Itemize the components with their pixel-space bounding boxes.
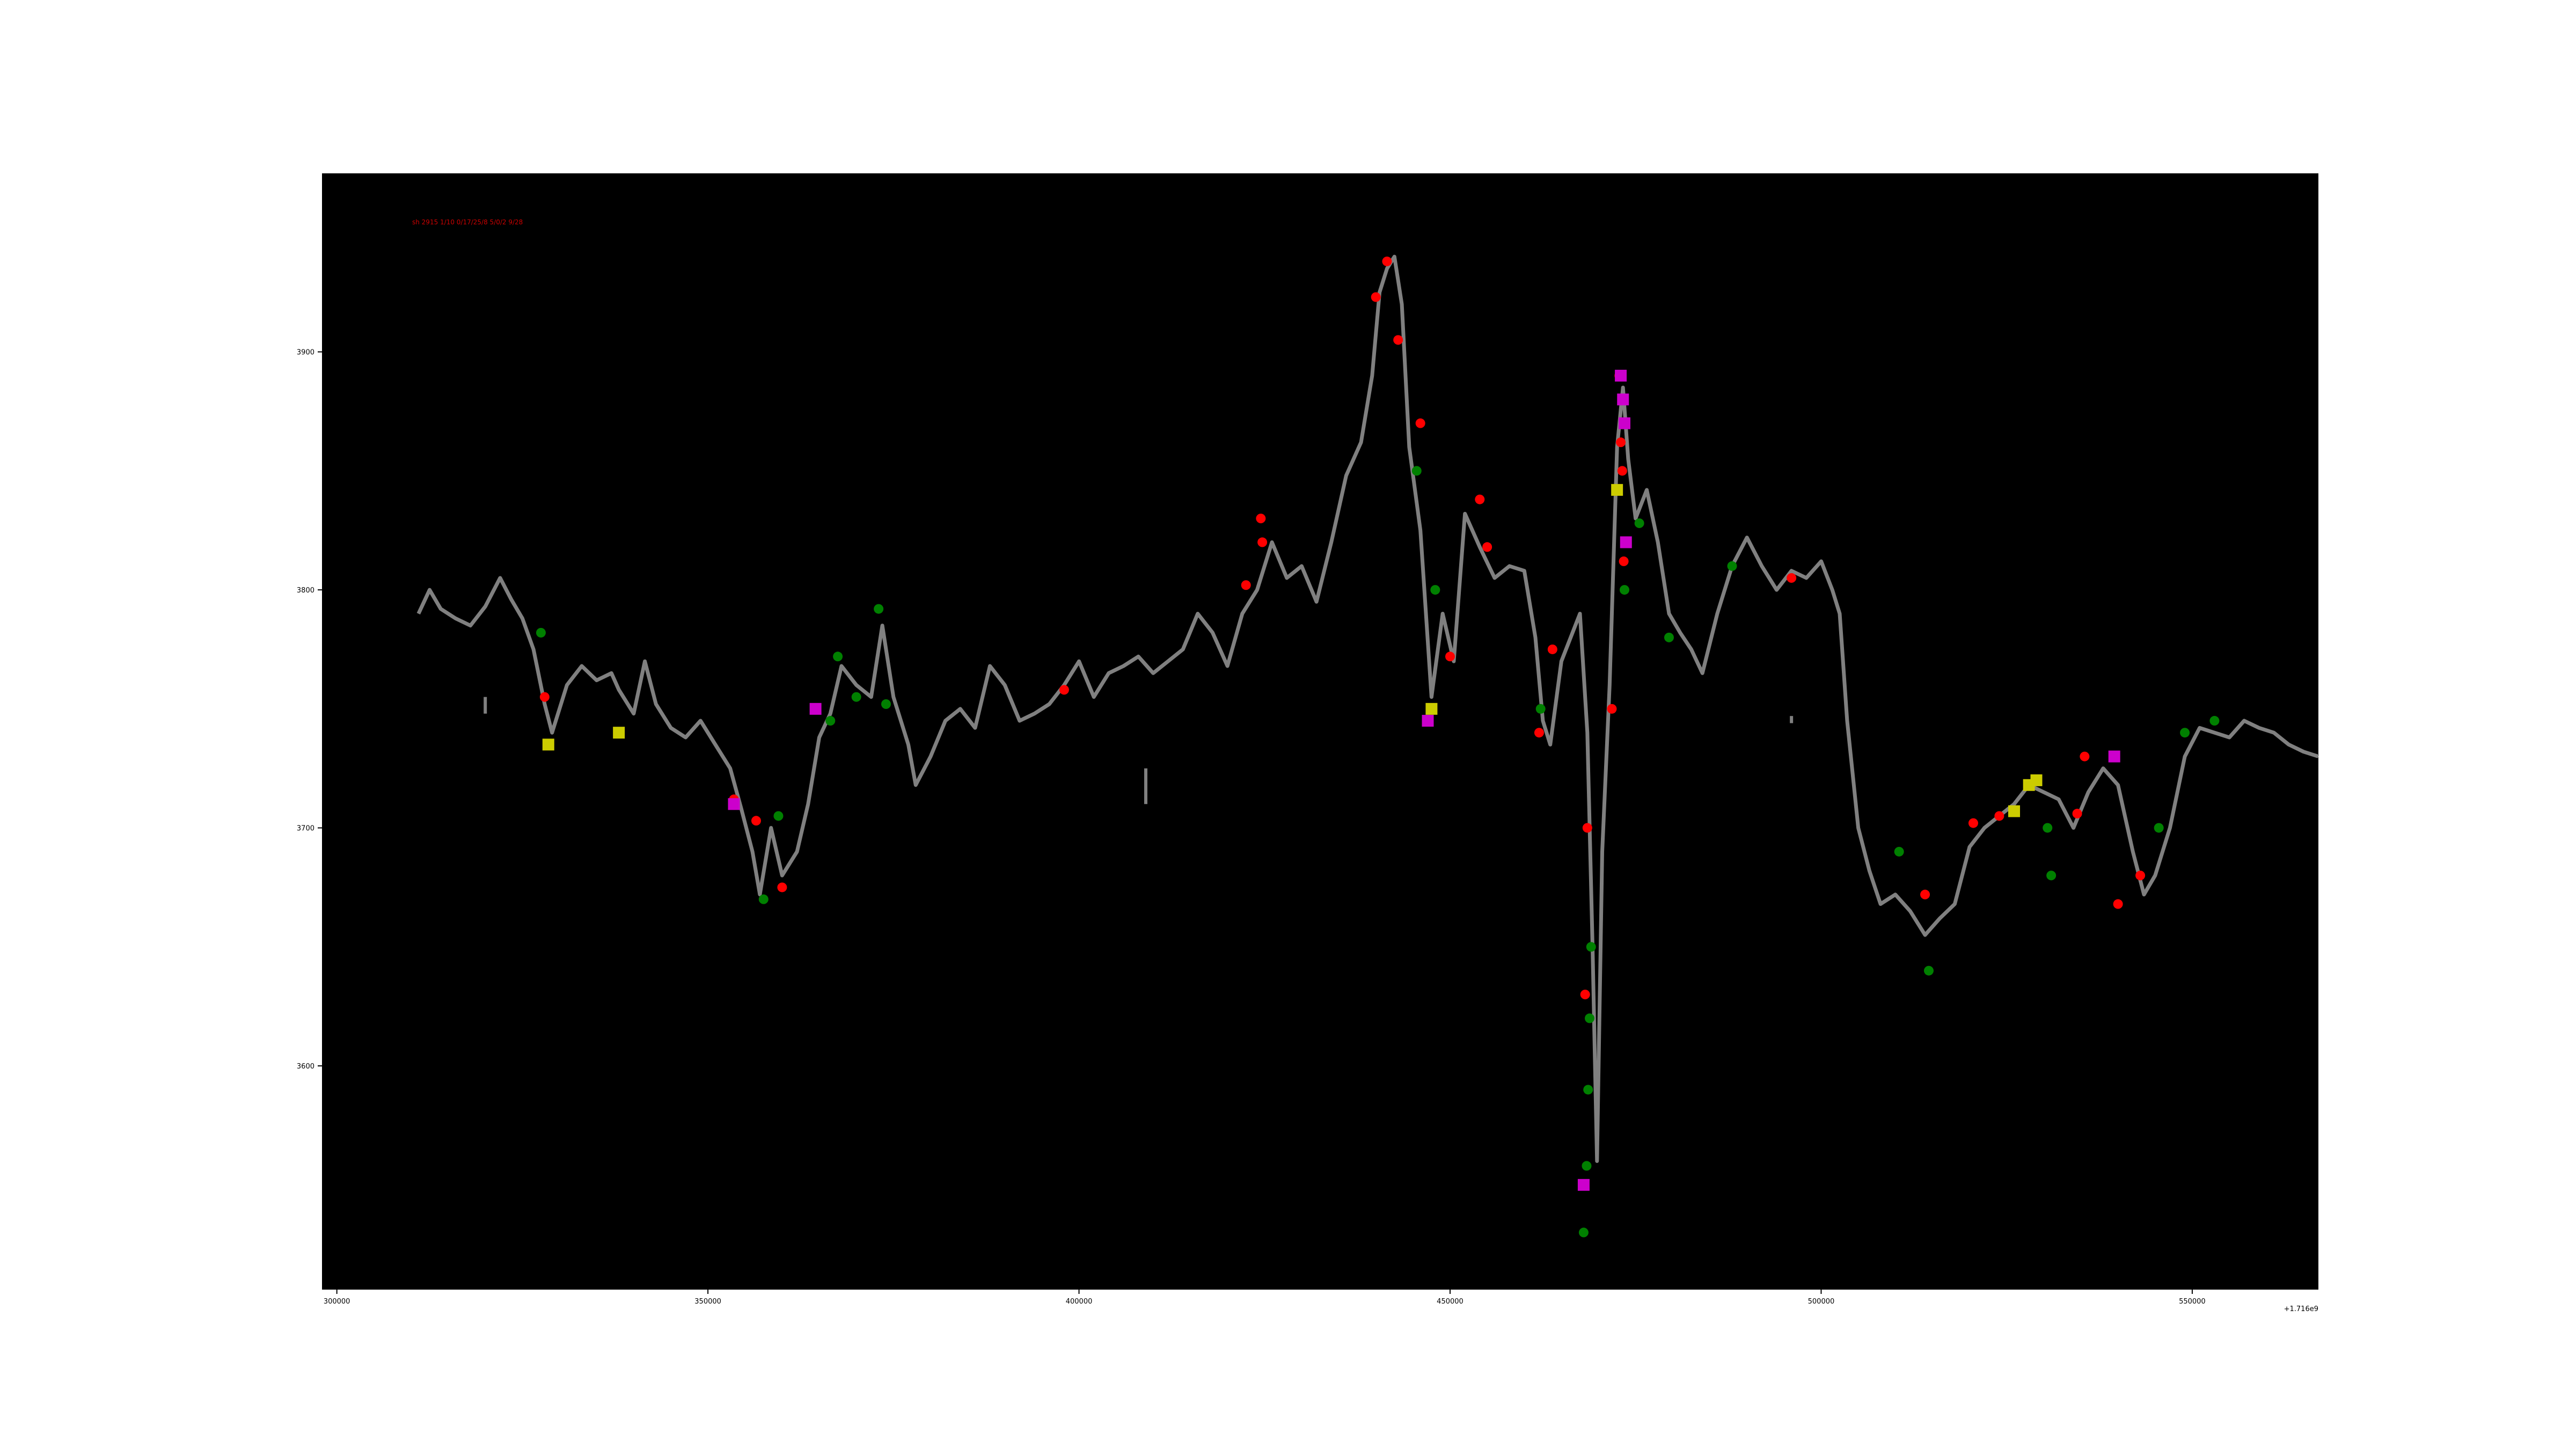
sell-marker [1059, 685, 1069, 695]
buy-marker [2043, 823, 2053, 833]
buy-marker [1535, 704, 1546, 714]
x-tick-label: 450000 [1437, 1298, 1463, 1306]
sell-marker [1241, 580, 1251, 590]
sell-marker [1580, 990, 1590, 1000]
sell-marker [1968, 818, 1978, 828]
sell-marker [1382, 257, 1392, 267]
magenta-square-marker [728, 798, 740, 810]
yellow-square-marker [542, 738, 554, 751]
buy-marker [2154, 823, 2164, 833]
sell-marker [1415, 418, 1425, 428]
buy-marker [1578, 1227, 1589, 1238]
sell-marker [1547, 644, 1557, 654]
buy-marker [1411, 466, 1422, 476]
price-series-line [416, 254, 2319, 1163]
buy-marker [825, 716, 836, 726]
buy-marker [833, 652, 843, 662]
sell-marker [1607, 704, 1617, 714]
sell-marker [1445, 652, 1455, 662]
magenta-square-marker [2108, 750, 2120, 763]
sell-marker [1371, 292, 1381, 302]
y-tick-label: 3800 [297, 587, 314, 595]
buy-marker [2180, 728, 2190, 738]
markers-layer [536, 257, 2220, 1238]
ticks-layer: 300000 350000 400000 450000 500000 550000 3600… [297, 349, 2206, 1306]
buy-marker [1923, 965, 1934, 976]
y-tick-label: 3900 [297, 349, 314, 357]
sell-marker [1994, 811, 2004, 821]
sell-marker [2072, 809, 2082, 819]
chart-annotation: sh 2915 1/10 0/17/25/8 5/0/2 9/28 [412, 218, 523, 226]
magenta-square-marker [1618, 417, 1630, 429]
buy-marker [1586, 942, 1596, 952]
x-tick-label: 500000 [1808, 1298, 1835, 1306]
x-tick-label: 350000 [694, 1298, 721, 1306]
sell-marker [539, 692, 550, 702]
sell-marker [1256, 514, 1266, 524]
buy-marker [874, 604, 884, 614]
yellow-square-marker [2008, 805, 2021, 817]
sell-marker [1582, 823, 1592, 833]
sell-marker [1257, 537, 1268, 547]
magenta-square-marker [1615, 369, 1627, 382]
plot-area [322, 173, 2318, 1290]
sell-marker [1920, 889, 1930, 899]
buy-marker [1584, 1013, 1594, 1023]
sell-marker [1616, 437, 1626, 448]
sell-marker [1393, 335, 1403, 345]
buy-marker [773, 811, 784, 821]
sell-marker [1787, 573, 1797, 583]
buy-marker [851, 692, 861, 702]
buy-marker [1583, 1085, 1593, 1095]
buy-marker [2046, 870, 2057, 881]
buy-marker [536, 627, 546, 638]
magenta-square-marker [1577, 1179, 1590, 1191]
magenta-square-marker [1620, 536, 1632, 548]
magenta-square-marker [1617, 393, 1629, 406]
buy-marker [1634, 518, 1644, 528]
line-layer [416, 254, 2319, 1163]
x-tick-label: 300000 [324, 1298, 350, 1306]
magenta-square-marker [1422, 715, 1434, 727]
buy-marker [1727, 561, 1737, 571]
sell-marker [751, 816, 761, 826]
sell-marker [1619, 556, 1629, 566]
sell-marker [1617, 466, 1627, 476]
sell-marker [2135, 870, 2146, 881]
sell-marker [1534, 728, 1544, 738]
sell-marker [2080, 751, 2090, 762]
buy-marker [1894, 846, 1904, 857]
y-tick-label: 3600 [297, 1063, 314, 1071]
buy-marker [1664, 632, 1674, 642]
sell-marker [1482, 542, 1492, 552]
yellow-square-marker [2030, 774, 2043, 786]
x-tick-label: 550000 [2179, 1298, 2206, 1306]
buy-marker [1619, 585, 1629, 595]
yellow-square-marker [613, 727, 625, 739]
y-tick-label: 3700 [297, 825, 314, 833]
sell-marker [1475, 494, 1485, 504]
yellow-square-marker [1425, 702, 1438, 715]
sell-marker [777, 882, 787, 892]
magenta-square-marker [809, 702, 822, 715]
x-tick-label: 400000 [1066, 1298, 1093, 1306]
buy-marker [881, 699, 891, 709]
buy-marker [1430, 585, 1440, 595]
x-axis-offset-label: +1.716e9 [2284, 1305, 2318, 1313]
buy-marker [2209, 716, 2220, 726]
yellow-square-marker [1611, 484, 1623, 496]
buy-marker [758, 894, 769, 904]
sell-marker [2113, 899, 2123, 909]
buy-marker [1582, 1161, 1592, 1171]
